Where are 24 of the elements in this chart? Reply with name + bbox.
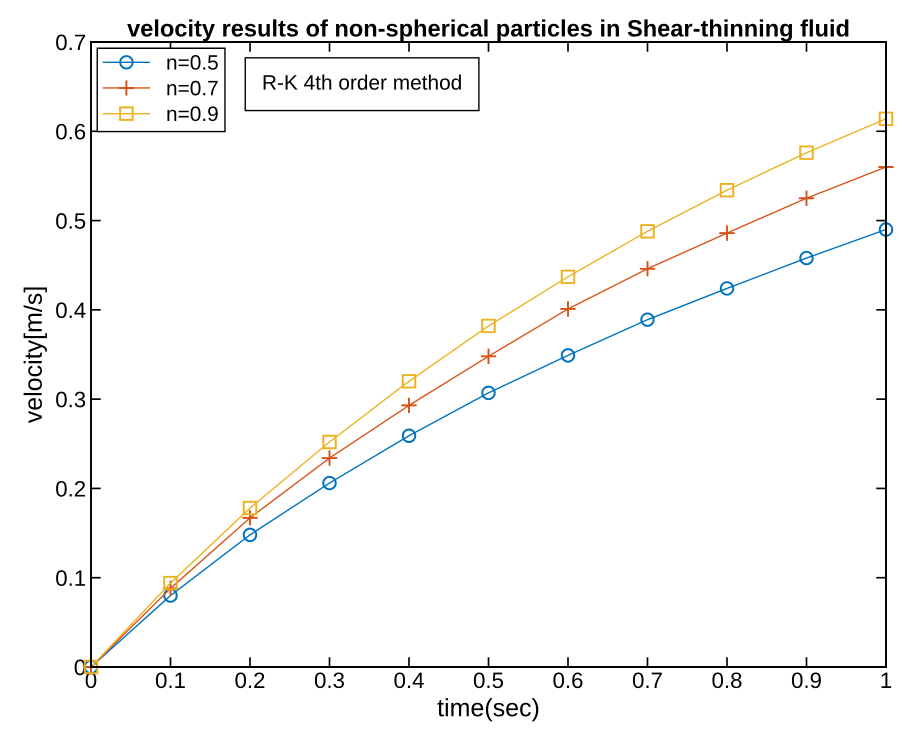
x-axis-title: time(sec) bbox=[437, 698, 538, 722]
y-tick-label: 0.5 bbox=[56, 213, 86, 229]
x-tick-label: 0.4 bbox=[394, 672, 424, 688]
chart-title: velocity results of non-spherical particles in Shear-thinning fluid bbox=[127, 19, 848, 42]
y-tick-label: 0.4 bbox=[56, 302, 86, 318]
x-tick-label: 0.1 bbox=[156, 672, 185, 688]
y-tick-label: 0.6 bbox=[56, 124, 86, 140]
x-tick-label: 0.8 bbox=[712, 672, 742, 688]
x-tick-label: 0.2 bbox=[235, 672, 264, 688]
y-tick-label: 0.3 bbox=[56, 392, 86, 408]
x-tick-label: 0.5 bbox=[474, 672, 504, 688]
y-axis-title: velocity[m/s] bbox=[24, 288, 47, 424]
legend-label: n=0.9 bbox=[167, 106, 218, 122]
x-tick-label: 0.7 bbox=[632, 672, 662, 688]
annotation: R-K 4th order method bbox=[264, 74, 461, 90]
x-tick-label: 0.6 bbox=[553, 672, 582, 688]
x-tick-label: 0.3 bbox=[314, 672, 344, 688]
y-tick-label: 0.1 bbox=[56, 570, 86, 586]
legend-label: n=0.5 bbox=[167, 55, 218, 70]
y-tick-label: 0.2 bbox=[56, 480, 86, 497]
x-tick-label: 0.9 bbox=[792, 672, 821, 688]
y-tick-label: 0.7 bbox=[56, 34, 86, 50]
legend-label: n=0.7 bbox=[167, 80, 218, 96]
x-tick-label: 1 bbox=[882, 672, 892, 688]
